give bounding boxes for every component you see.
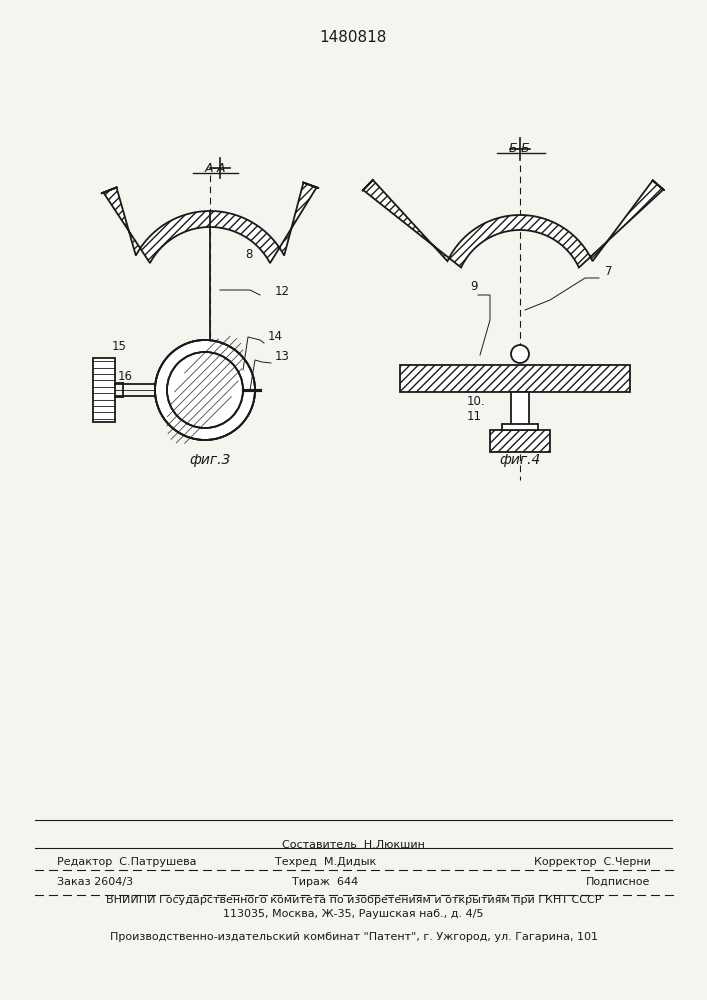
Text: Составитель  Н.Люкшин: Составитель Н.Люкшин (282, 840, 425, 850)
Circle shape (511, 345, 529, 363)
Text: 16: 16 (118, 370, 133, 383)
Text: фиг.3: фиг.3 (189, 453, 230, 467)
Text: 12: 12 (275, 285, 290, 298)
Text: 1480818: 1480818 (320, 30, 387, 45)
Text: 15: 15 (112, 340, 127, 353)
Text: 10.: 10. (467, 395, 486, 408)
Polygon shape (363, 180, 663, 268)
Polygon shape (103, 183, 317, 263)
Text: Производственно-издательский комбинат "Патент", г. Ужгород, ул. Гагарина, 101: Производственно-издательский комбинат "П… (110, 932, 597, 942)
Text: Подписное: Подписное (586, 877, 650, 887)
Polygon shape (303, 183, 318, 188)
Text: Техред  М.Дидык: Техред М.Дидык (274, 857, 376, 867)
Text: А-А: А-А (204, 161, 226, 174)
Text: Заказ 2604/3: Заказ 2604/3 (57, 877, 133, 887)
Text: Корректор  С.Черни: Корректор С.Черни (534, 857, 650, 867)
Text: 9: 9 (470, 280, 477, 293)
Text: ВНИИПИ Государственного комитета по изобретениям и открытиям при ГКНТ СССР: ВНИИПИ Государственного комитета по изоб… (106, 895, 601, 905)
Polygon shape (102, 187, 117, 193)
Text: 7: 7 (605, 265, 612, 278)
Bar (502, 424, 538, 430)
Text: 14: 14 (268, 330, 283, 343)
Bar (490, 430, 550, 452)
Text: фиг.4: фиг.4 (499, 453, 541, 467)
Text: 113035, Москва, Ж-35, Раушская наб., д. 4/5: 113035, Москва, Ж-35, Раушская наб., д. … (223, 909, 484, 919)
Polygon shape (653, 180, 664, 190)
Bar (93, 358, 115, 422)
Text: Редактор  С.Патрушева: Редактор С.Патрушева (57, 857, 196, 867)
Text: 8: 8 (245, 248, 252, 261)
Circle shape (155, 340, 255, 440)
Text: Б-Б: Б-Б (509, 141, 531, 154)
Text: Тираж  644: Тираж 644 (292, 877, 358, 887)
Polygon shape (363, 180, 373, 191)
Text: 11: 11 (467, 410, 482, 423)
Text: 13: 13 (275, 350, 290, 363)
Bar (400, 365, 630, 392)
Circle shape (167, 352, 243, 428)
Bar (511, 392, 529, 430)
